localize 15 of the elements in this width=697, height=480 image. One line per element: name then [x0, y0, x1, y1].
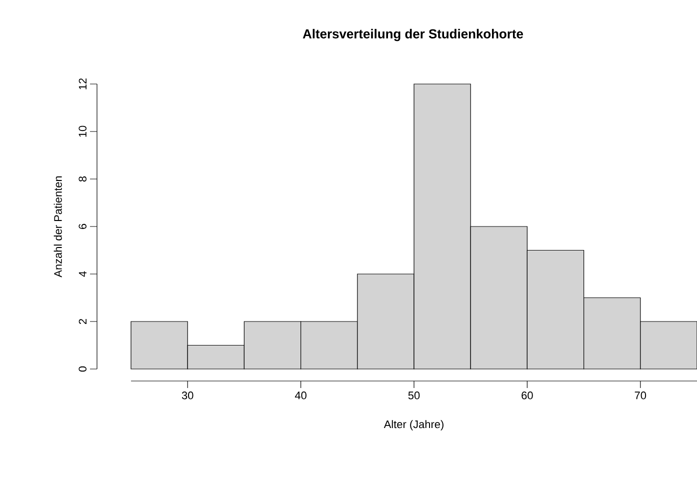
y-tick-label: 6: [78, 224, 86, 229]
y-tick-label: 2: [78, 319, 86, 324]
y-tick-label: 10: [78, 126, 86, 137]
y-tick-label: 12: [78, 78, 86, 90]
x-tick-label: 50: [408, 392, 420, 400]
y-tick-label: 4: [78, 271, 86, 277]
chart-title: Altersverteilung der Studienkohorte: [302, 28, 524, 42]
y-tick-label: 8: [78, 176, 86, 182]
x-tick-label: 40: [294, 392, 306, 400]
x-axis-title: Alter (Jahre): [384, 420, 444, 430]
y-tick-label: 0: [78, 366, 86, 372]
x-tick-label: 60: [522, 392, 533, 400]
x-tick-label: 30: [182, 392, 194, 400]
y-axis-title: Anzahl der Patienten: [54, 176, 62, 278]
x-tick-label: 70: [634, 392, 646, 400]
